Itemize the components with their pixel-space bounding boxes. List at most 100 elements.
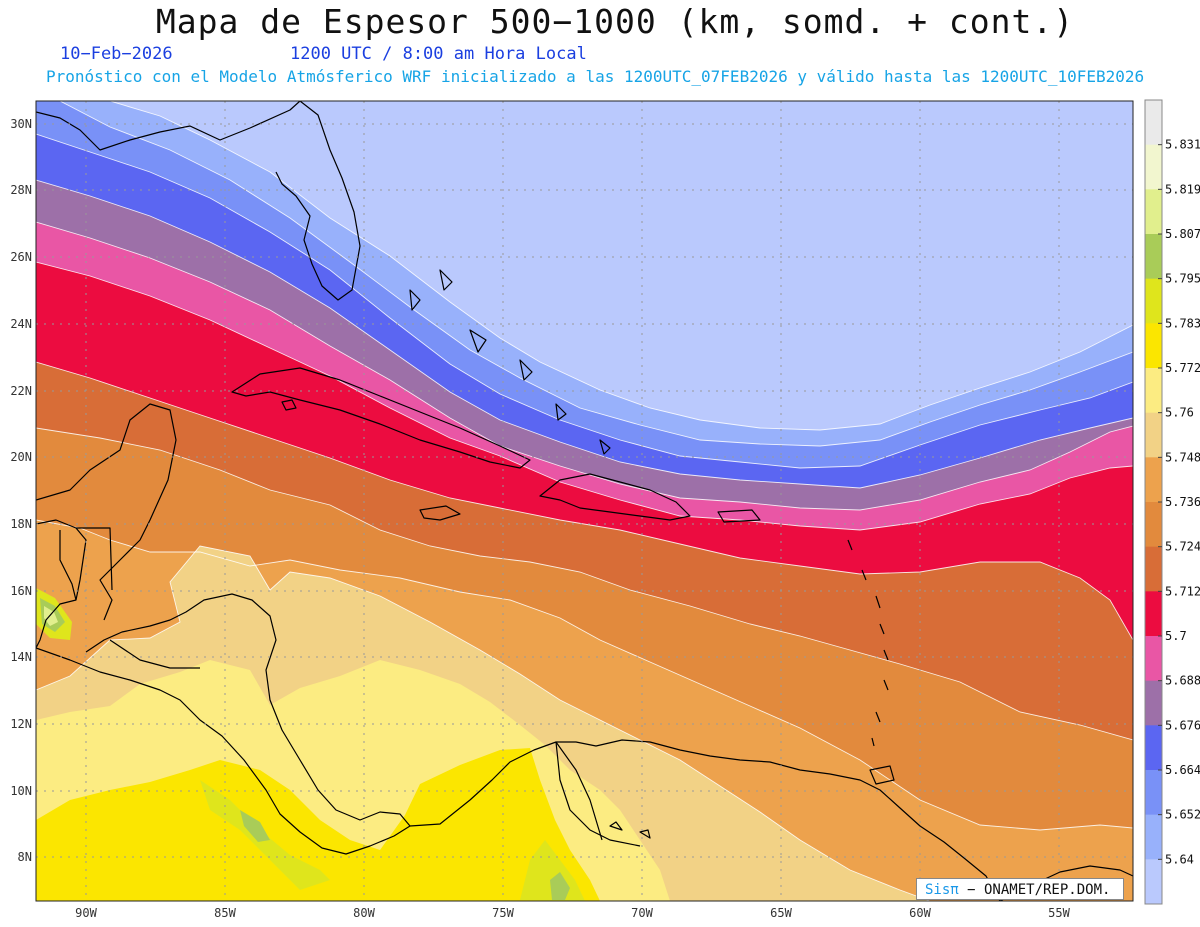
coast-trinidad <box>869 765 895 785</box>
lon-tick: 75W <box>492 906 514 920</box>
lat-tick: 14N <box>10 650 32 664</box>
colorbar-label: 5.652 <box>1165 808 1200 822</box>
coast-cuba <box>231 367 531 469</box>
colorbar-label: 5.7 <box>1165 629 1187 643</box>
colorbar-swatch <box>1145 546 1162 592</box>
lon-tick: 80W <box>353 906 375 920</box>
border-mexico-guatemala <box>59 530 77 601</box>
coast-isla-juventud <box>281 399 297 411</box>
colorbar-swatch <box>1145 770 1162 816</box>
border-colombia-venezuela <box>555 741 603 841</box>
colorbar-swatch <box>1145 859 1162 905</box>
lat-tick: 26N <box>10 250 32 264</box>
forecast-date: 10−Feb−2026 <box>60 44 173 64</box>
valid-time: 1200 UTC / 8:00 am Hora Local <box>290 44 587 64</box>
colorbar-swatch <box>1145 725 1162 771</box>
colorbar-swatch <box>1145 502 1162 548</box>
lon-tick: 70W <box>631 906 653 920</box>
coast-jamaica <box>419 505 461 521</box>
lon-tick: 85W <box>214 906 236 920</box>
colorbar-swatch <box>1145 234 1162 280</box>
coast-florida <box>275 101 361 301</box>
colorbar-swatch <box>1145 368 1162 414</box>
colorbar-label: 5.76 <box>1165 406 1194 420</box>
border-honduras-nicaragua <box>109 639 200 669</box>
colorbar-swatch <box>1145 412 1162 458</box>
coast-us-gulf <box>36 101 301 151</box>
colorbar-swatch <box>1145 457 1162 503</box>
colorbar-label: 5.783 <box>1165 316 1200 330</box>
lat-tick: 10N <box>10 784 32 798</box>
coast-bahamas-4 <box>519 359 533 381</box>
colorbar: 5.831 5.819 5.807 5.795 5.783 5.772 5.76 5.748 5… <box>1144 99 1200 905</box>
contour-lines <box>36 101 1133 901</box>
thickness-bands <box>36 101 1133 901</box>
lat-tick: 28N <box>10 183 32 197</box>
lat-tick: 16N <box>10 584 32 598</box>
model-subtitle: Pronóstico con el Modelo Atmósferico WRF… <box>46 67 1145 86</box>
colorbar-label: 5.688 <box>1165 674 1200 688</box>
colorbar-label: 5.712 <box>1165 584 1200 598</box>
band-5807c <box>550 872 570 900</box>
band-5795b <box>520 840 585 901</box>
coast-lesser-antilles <box>847 539 889 747</box>
lon-tick: 90W <box>75 906 97 920</box>
colorbar-label: 5.795 <box>1165 272 1200 286</box>
coastlines <box>36 101 1133 901</box>
coast-colombia-venezuela <box>409 739 1001 901</box>
coast-puerto-rico <box>717 509 761 523</box>
coast-bahamas-1 <box>409 289 421 311</box>
lat-tick: 20N <box>10 450 32 464</box>
coast-bahamas-5 <box>555 403 567 421</box>
credit-box: Sisπ − ONAMET/REP.DOM. <box>916 878 1124 900</box>
coast-bahamas-6 <box>599 439 611 455</box>
colorbar-label: 5.676 <box>1165 718 1200 732</box>
coast-central-america <box>36 593 411 855</box>
colorbar-label: 5.664 <box>1165 763 1200 777</box>
coast-mexico-west <box>36 519 87 649</box>
colorbar-label: 5.736 <box>1165 495 1200 509</box>
colorbar-swatch <box>1145 189 1162 235</box>
lat-tick: 24N <box>10 317 32 331</box>
coast-abc-islands <box>609 821 651 839</box>
lat-axis: 30N 28N 26N 24N 22N 20N 18N 16N 14N 12N … <box>10 117 32 864</box>
colorbar-label: 5.831 <box>1165 138 1200 152</box>
graticule <box>36 101 1133 901</box>
lat-tick: 18N <box>10 517 32 531</box>
lon-tick: 65W <box>770 906 792 920</box>
map-frame <box>35 100 1134 902</box>
map-title: Mapa de Espesor 500−1000 (km, somd. + co… <box>155 2 1075 41</box>
colorbar-label: 5.748 <box>1165 450 1200 464</box>
colorbar-swatch <box>1145 680 1162 726</box>
lat-tick: 8N <box>18 850 32 864</box>
lat-tick: 12N <box>10 717 32 731</box>
lon-axis: 90W 85W 80W 75W 70W 65W 60W 55W <box>75 906 1070 920</box>
coast-hispaniola <box>539 473 691 521</box>
credit-brand: Sisπ <box>925 882 959 898</box>
colorbar-swatch <box>1145 278 1162 324</box>
credit-text: − ONAMET/REP.DOM. <box>958 882 1111 898</box>
colorbar-label: 5.819 <box>1165 182 1200 196</box>
colorbar-swatch <box>1145 814 1162 860</box>
coast-yucatan <box>36 403 177 621</box>
colorbar-label: 5.772 <box>1165 361 1200 375</box>
coast-bahamas-2 <box>439 269 453 291</box>
lon-tick: 60W <box>909 906 931 920</box>
lon-tick: 55W <box>1048 906 1070 920</box>
band-5783 <box>36 748 600 901</box>
band-5819 <box>44 606 58 626</box>
coast-venezuela-inland <box>555 741 641 847</box>
coast-bahamas-3 <box>469 329 487 353</box>
colorbar-label: 5.64 <box>1165 852 1194 866</box>
colorbar-label: 5.807 <box>1165 227 1200 241</box>
lat-tick: 22N <box>10 384 32 398</box>
border-guatemala-belize <box>76 527 113 591</box>
band-5807b <box>240 810 270 842</box>
colorbar-swatch <box>1145 323 1162 369</box>
lat-tick: 30N <box>10 117 32 131</box>
colorbar-swatch <box>1145 636 1162 682</box>
colorbar-label: 5.724 <box>1165 540 1200 554</box>
colorbar-swatch <box>1145 144 1162 190</box>
colorbar-swatch <box>1145 100 1162 146</box>
